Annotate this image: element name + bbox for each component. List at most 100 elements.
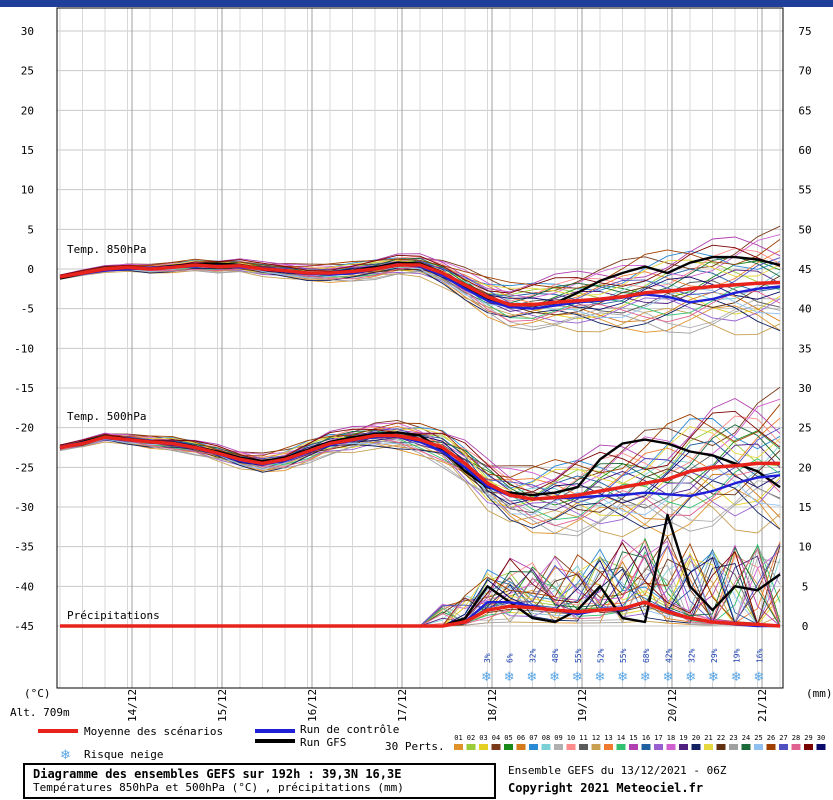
pert-number: 12 (592, 734, 600, 742)
right-tick-label: 25 (798, 422, 811, 435)
left-tick-label: -20 (14, 422, 34, 435)
pert-swatch (679, 744, 688, 750)
snow-icon: ❄ (753, 670, 764, 685)
legend-control-label: Run de contrôle (300, 723, 399, 736)
left-tick-label: -25 (14, 461, 34, 474)
pert-number: 11 (579, 734, 587, 742)
snow-icon: ❄ (481, 670, 492, 685)
pert-number: 30 (817, 734, 825, 742)
snow-risk-pct: 55% (574, 648, 583, 663)
pert-line-t850 (59, 268, 781, 334)
perturbation-legend: 01 02 03 04 05 06 07 08 09 10 11 12 13 14 15 16 17 18 19 20… (454, 734, 826, 750)
date-label: 17/12 (396, 689, 409, 722)
series-line-t850 (59, 263, 781, 307)
pert-number: 15 (629, 734, 637, 742)
snow-risk-pct: 48% (551, 648, 560, 663)
top-border-bar (0, 0, 833, 7)
pert-swatch (554, 744, 563, 750)
snow-risk-pct: 6% (506, 653, 515, 663)
pert-number: 01 (454, 734, 462, 742)
pert-swatch (604, 744, 613, 750)
snow-icon: ❄ (685, 670, 696, 685)
snow-risk-pct: 3% (483, 653, 492, 663)
pert-number: 29 (804, 734, 812, 742)
snow-risk-pct: 68% (642, 648, 651, 663)
legend-perts-label: 30 Perts. (385, 740, 445, 753)
right-tick-label: 70 (798, 65, 811, 78)
left-tick-label: -30 (14, 501, 34, 514)
snow-risk-pct: 29% (710, 648, 719, 663)
snow-icon: ❄ (572, 670, 583, 685)
pert-number: 28 (792, 734, 800, 742)
right-tick-label: 55 (798, 184, 811, 197)
pert-number: 03 (479, 734, 487, 742)
right-tick-label: 75 (798, 25, 811, 38)
legend-snow-label: Risque neige (84, 748, 163, 761)
left-tick-label: 30 (21, 25, 34, 38)
right-tick-label: 50 (798, 223, 811, 236)
right-tick-label: 0 (802, 620, 809, 633)
left-tick-label: -15 (14, 382, 34, 395)
left-tick-label: 5 (27, 223, 34, 236)
footer-title: Diagramme des ensembles GEFS sur 192h : … (33, 767, 402, 781)
date-label: 20/12 (666, 689, 679, 722)
snow-icon: ❄ (731, 670, 742, 685)
pert-number: 16 (642, 734, 650, 742)
pert-line-t500 (59, 434, 781, 521)
pert-line-t500 (59, 410, 781, 493)
pert-line-t500 (59, 439, 781, 530)
pert-number: 25 (754, 734, 762, 742)
pert-number: 14 (617, 734, 625, 742)
pert-number: 18 (667, 734, 675, 742)
pert-swatch (641, 744, 651, 750)
pert-swatch (591, 744, 601, 750)
date-label: 15/12 (216, 689, 229, 722)
plot-frame (56, 7, 784, 689)
right-tick-label: 65 (798, 104, 811, 117)
label-precip: Précipitations (67, 609, 160, 622)
pert-number: 06 (517, 734, 525, 742)
pert-number: 22 (717, 734, 725, 742)
left-axis-ticks: 30 25 20 15 10 5 0 -5 -10 -15 -20 -25 -30 -35 -40 -45 (14, 25, 34, 633)
pert-number: 27 (779, 734, 787, 742)
pert-swatch (804, 744, 813, 750)
snow-icon: ❄ (640, 670, 651, 685)
left-tick-label: 0 (27, 263, 34, 276)
snow-risk-pct: 32% (528, 648, 537, 663)
snow-icon: ❄ (617, 670, 628, 685)
footer-copyright: Copyright 2021 Meteociel.fr (508, 781, 704, 795)
pert-swatch (654, 744, 663, 750)
label-t500: Temp. 500hPa (67, 410, 146, 423)
pert-number: 05 (504, 734, 512, 742)
snow-risk-pct: 19% (733, 648, 742, 663)
pert-line-t500 (59, 426, 781, 492)
pert-swatch (466, 744, 476, 750)
pert-number: 26 (767, 734, 775, 742)
date-label: 21/12 (756, 689, 769, 722)
pert-swatch (454, 744, 463, 750)
label-t850: Temp. 850hPa (67, 243, 146, 256)
pert-swatch (616, 744, 626, 750)
pert-swatch (754, 744, 763, 750)
snow-icon: ❄ (708, 670, 719, 685)
pert-number: 04 (492, 734, 500, 742)
pert-number: 20 (692, 734, 700, 742)
snow-icon: ❄ (663, 670, 674, 685)
pert-swatch (766, 744, 776, 750)
left-tick-label: -35 (14, 541, 34, 554)
left-tick-label: 15 (21, 144, 34, 157)
series-line-t500 (59, 433, 780, 501)
right-tick-label: 35 (798, 342, 811, 355)
left-tick-label: -5 (21, 303, 34, 316)
date-label: 16/12 (306, 689, 319, 722)
date-label: 19/12 (576, 689, 589, 722)
footer-info: Ensemble GEFS du 13/12/2021 - 06Z Copyri… (508, 764, 828, 795)
legend-snow-icon: ❄ (60, 748, 71, 763)
footer-subtitle: Températures 850hPa et 500hPa (°C) , pré… (33, 781, 404, 794)
date-labels: 14/12 15/12 16/12 17/12 18/12 19/12 20/12 21/12 (126, 689, 769, 722)
left-tick-label: 20 (21, 104, 34, 117)
snow-icon: ❄ (526, 670, 537, 685)
right-tick-label: 40 (798, 303, 811, 316)
